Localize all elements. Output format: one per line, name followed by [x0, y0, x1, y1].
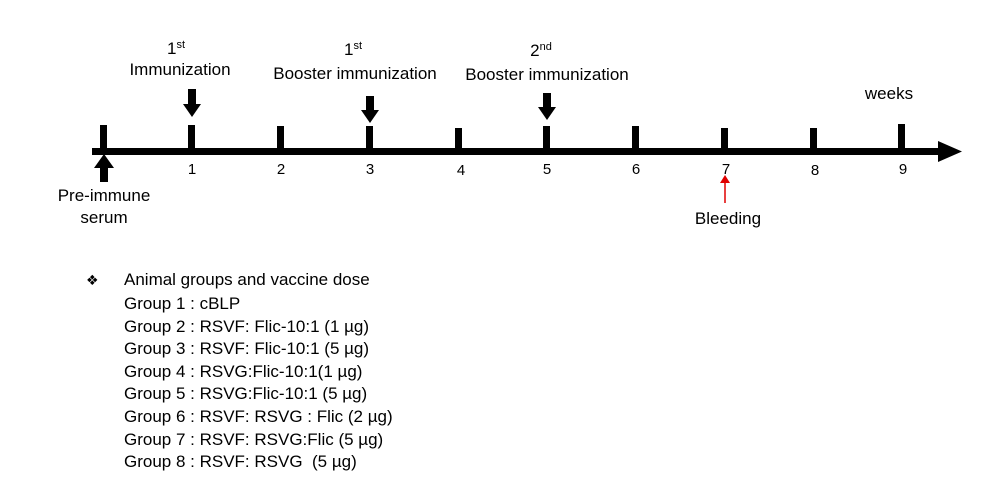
diamond-bullet-icon: ❖ — [86, 273, 99, 289]
group-item: Group 4 : RSVG:Flic-10:1(1 µg) — [124, 361, 363, 381]
tick-week-7 — [721, 128, 728, 149]
tick-week-4 — [455, 128, 462, 149]
group-list: Group 1 : cBLP Group 2 : RSVF: Flic-10:1… — [86, 293, 686, 474]
timeline-axis-arrowhead — [938, 141, 962, 162]
tick-week-5 — [543, 126, 550, 149]
group-item: Group 3 : RSVF: Flic-10:1 (5 µg) — [124, 339, 370, 359]
group-item: Group 2 : RSVF: Flic-10:1 (1 µg) — [124, 316, 370, 336]
tick-week-2 — [277, 126, 284, 149]
tick-week-9 — [898, 124, 905, 149]
week-label-1: 1 — [188, 161, 196, 178]
week-label-9: 9 — [899, 161, 907, 178]
red-up-arrow-icon — [720, 175, 730, 183]
event-first-immunization: 1st Immunization — [129, 39, 231, 117]
first-booster-number: 1st — [344, 40, 362, 59]
week-label-6: 6 — [632, 161, 640, 178]
first-immunization-number: 1st — [167, 39, 185, 58]
tick-week-0 — [100, 125, 107, 149]
group-item: Group 5 : RSVG:Flic-10:1 (5 µg) — [124, 384, 368, 404]
bleeding-label: Bleeding — [695, 209, 761, 228]
second-booster-label: Booster immunization — [465, 65, 628, 84]
week-label-5: 5 — [543, 161, 551, 178]
legend-heading: Animal groups and vaccine dose — [124, 270, 370, 289]
down-arrow-icon — [183, 89, 201, 117]
week-label-8: 8 — [811, 162, 819, 179]
down-arrow-icon — [361, 96, 379, 123]
second-booster-number: 2nd — [530, 41, 552, 60]
week-label-2: 2 — [277, 161, 285, 178]
event-pre-immune-serum: Pre-immune serum — [58, 154, 151, 227]
legend-heading-row: ❖ Animal groups and vaccine dose — [86, 269, 686, 292]
up-arrow-icon — [94, 154, 114, 182]
week-label-3: 3 — [366, 161, 374, 178]
first-booster-label: Booster immunization — [273, 64, 436, 83]
tick-week-6 — [632, 126, 639, 149]
pre-immune-label: Pre-immune — [58, 186, 151, 205]
serum-label: serum — [80, 208, 127, 227]
group-item: Group 1 : cBLP — [124, 294, 241, 313]
event-first-booster: 1st Booster immunization — [273, 40, 437, 123]
tick-week-1 — [188, 125, 195, 149]
timeline-axis — [92, 148, 944, 155]
week-label-4: 4 — [457, 162, 465, 179]
animal-groups-legend: ❖ Animal groups and vaccine dose Group 1… — [86, 269, 686, 474]
group-item: Group 8 : RSVF: RSVG (5 µg) — [124, 452, 357, 472]
down-arrow-icon — [538, 93, 556, 120]
group-item: Group 7 : RSVF: RSVG:Flic (5 µg) — [124, 429, 384, 449]
week-ticks — [100, 124, 905, 149]
week-label-7: 7 — [722, 161, 730, 178]
group-item: Group 6 : RSVF: RSVG : Flic (2 µg) — [124, 406, 393, 426]
tick-week-8 — [810, 128, 817, 149]
event-bleeding: Bleeding — [695, 175, 761, 228]
tick-week-3 — [366, 126, 373, 149]
first-immunization-label: Immunization — [129, 60, 230, 79]
weeks-unit-label: weeks — [864, 84, 913, 103]
event-second-booster: 2nd Booster immunization — [465, 41, 629, 120]
